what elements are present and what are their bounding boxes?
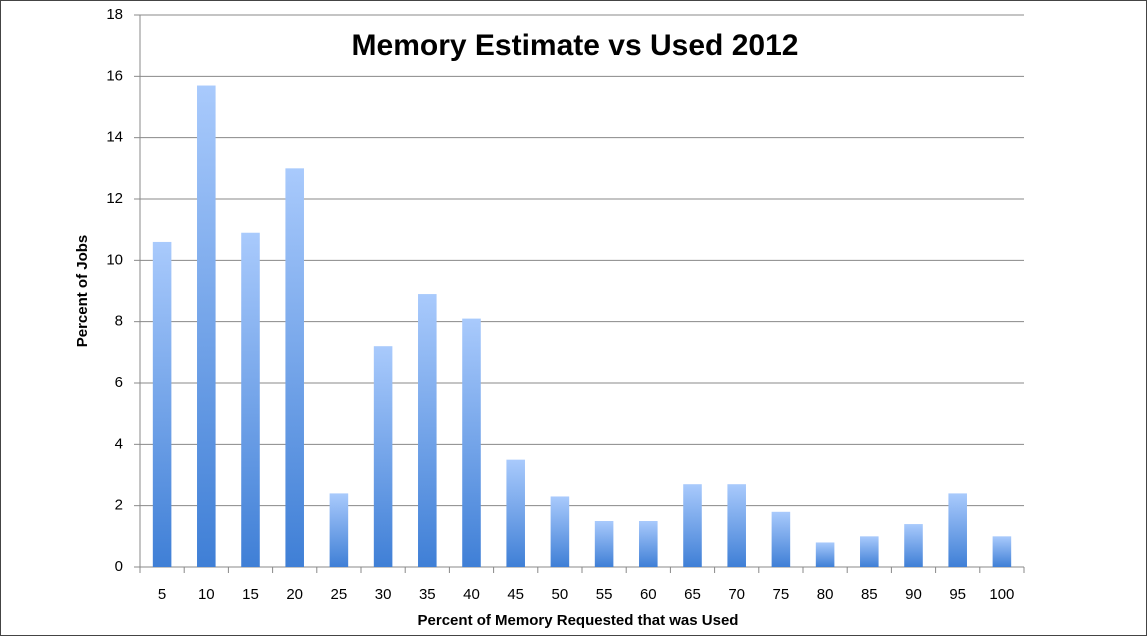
bar: [418, 294, 437, 567]
x-tick-label: 95: [949, 586, 966, 603]
bar: [373, 346, 393, 567]
x-tick-label: 30: [375, 586, 392, 603]
bar: [992, 536, 1012, 567]
x-tick-label: 40: [463, 586, 480, 603]
x-tick-label: 60: [640, 586, 657, 603]
bar: [550, 496, 570, 567]
x-tick-label: 45: [507, 586, 524, 603]
x-tick-label: 90: [905, 586, 922, 603]
bar: [197, 85, 216, 568]
x-tick-label: 70: [728, 586, 745, 603]
y-tick-label: 10: [106, 251, 123, 268]
x-tick-label: 75: [773, 586, 790, 603]
x-tick-label: 100: [989, 586, 1014, 603]
bar: [462, 318, 481, 567]
y-tick-label: 18: [106, 6, 123, 23]
x-tick-label: 85: [861, 586, 878, 603]
bar: [815, 542, 835, 567]
y-tick-label: 14: [106, 129, 123, 146]
y-tick-label: 16: [106, 67, 123, 84]
bar: [329, 493, 349, 567]
x-tick-label: 20: [286, 586, 303, 603]
bar: [683, 484, 702, 567]
x-tick-label: 80: [817, 586, 834, 603]
bar: [904, 524, 923, 567]
bar: [152, 241, 172, 567]
y-tick-label: 12: [106, 190, 123, 207]
bar: [506, 459, 525, 567]
y-tick-label: 0: [115, 558, 123, 575]
chart-title: Memory Estimate vs Used 2012: [352, 29, 799, 62]
y-tick-label: 8: [115, 313, 123, 330]
bar: [771, 511, 791, 567]
x-tick-label: 25: [331, 586, 348, 603]
x-tick-label: 35: [419, 586, 436, 603]
x-tick-label: 5: [158, 586, 166, 603]
y-tick-label: 2: [115, 497, 123, 514]
x-tick-label: 65: [684, 586, 701, 603]
bar: [860, 536, 879, 567]
x-tick-label: 50: [552, 586, 569, 603]
y-axis-label: Percent of Jobs: [74, 235, 91, 348]
bar: [727, 484, 746, 567]
x-tick-label: 15: [242, 586, 259, 603]
bar: [948, 493, 967, 567]
y-tick-label: 6: [115, 374, 123, 391]
x-tick-label: 10: [198, 586, 215, 603]
y-tick-label: 4: [115, 435, 123, 452]
bar: [594, 521, 614, 567]
x-axis-label: Percent of Memory Requested that was Use…: [418, 612, 739, 629]
bar: [241, 232, 260, 567]
bar: [285, 168, 304, 568]
bar: [639, 521, 658, 567]
x-tick-label: 55: [596, 586, 613, 603]
